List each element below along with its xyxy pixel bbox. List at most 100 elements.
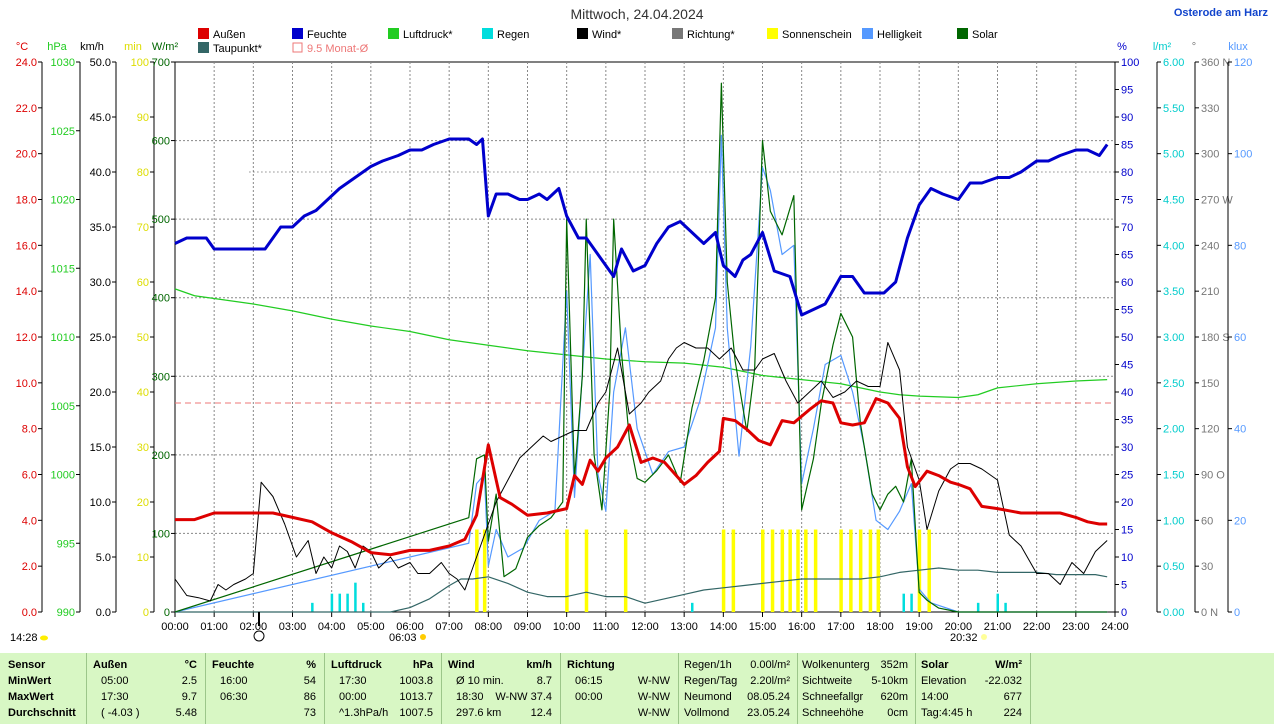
- table-separator: [86, 653, 87, 724]
- table-cell-time: Ø 10 min.: [456, 675, 504, 687]
- legend-label: Richtung*: [687, 29, 735, 41]
- axis-tick-label-pct: 85: [1121, 140, 1133, 152]
- table-cell-value: 1013.7: [399, 691, 433, 703]
- legend-label: Regen: [497, 29, 529, 41]
- table-header: Außen: [93, 659, 128, 671]
- legend-label: Wind*: [592, 29, 622, 41]
- axis-tick-label-kmh: 50.0: [90, 57, 111, 69]
- axis-tick-label-temp: 2.0: [22, 561, 37, 573]
- series-aussen: [175, 397, 1108, 557]
- x-tick-label: 13:00: [670, 621, 698, 633]
- axis-tick-label-temp: 24.0: [16, 57, 37, 69]
- table-misc-value: 08.05.24: [747, 691, 790, 703]
- legend-swatch: [292, 42, 303, 53]
- axis-tick-label-deg: 210: [1201, 286, 1219, 298]
- axis-unit-deg: °: [1192, 41, 1196, 53]
- axis-tick-label-pct: 60: [1121, 277, 1133, 289]
- series-feuchte: [174, 137, 1109, 317]
- table-header: Richtung: [567, 659, 615, 671]
- axis-tick-label-kmh: 10.0: [90, 497, 111, 509]
- table-misc-value: 2.20l/m²: [750, 675, 790, 687]
- x-tick-label: 17:00: [827, 621, 855, 633]
- axis-tick-label-deg: 330: [1201, 103, 1219, 115]
- table-cell-value: 677: [1003, 691, 1022, 703]
- table-misc2-value: 0cm: [887, 707, 908, 719]
- table-misc-label: Regen/1h: [684, 659, 732, 671]
- axis-tick-label-hpa: 990: [57, 607, 75, 619]
- table-header: Wind: [448, 659, 475, 671]
- axis-unit-lm2: l/m²: [1153, 41, 1172, 53]
- rain-bar: [902, 593, 905, 612]
- table-cell-value: 2.5: [181, 675, 197, 687]
- legend-label: Feuchte: [307, 29, 347, 41]
- axis-tick-label-wm2: 200: [152, 450, 170, 462]
- x-tick-label: 01:00: [200, 621, 228, 633]
- table-separator: [915, 653, 916, 724]
- x-tick-label: 02:00: [240, 621, 268, 633]
- sunshine-bar: [927, 529, 931, 612]
- table-misc2-label: Schneehöhe: [802, 707, 864, 719]
- table-misc-label: Regen/Tag: [684, 675, 738, 687]
- table-misc2-label: Sichtweite: [802, 675, 853, 687]
- axis-tick-label-lm2: 5.50: [1163, 103, 1184, 115]
- x-tick-label: 24:00: [1101, 621, 1129, 633]
- sunshine-bar: [721, 529, 726, 612]
- table-cell-value: 8.7: [536, 675, 552, 687]
- table-cell-time: 17:30: [101, 691, 129, 703]
- legend-label: Luftdruck*: [403, 29, 453, 41]
- chart-title: Mittwoch, 24.04.2024: [570, 6, 703, 22]
- sunset-label: 20:32: [950, 632, 978, 644]
- table-cell-value: W-NW: [637, 675, 670, 687]
- table-misc-value: 0.00l/m²: [750, 659, 790, 671]
- rain-bar: [311, 602, 314, 612]
- axis-tick-label-min: 20: [137, 497, 149, 509]
- sunset-icon: [981, 634, 987, 640]
- sunshine-bar: [770, 529, 775, 612]
- x-tick-label: 14:00: [710, 621, 738, 633]
- axis-tick-label-pct: 35: [1121, 415, 1133, 427]
- sunshine-bar: [849, 529, 853, 612]
- axis-tick-label-temp: 10.0: [16, 378, 37, 390]
- sunshine-bar: [788, 529, 792, 612]
- table-cell-value: 9.7: [181, 691, 197, 703]
- table-misc-label: Neumond: [684, 691, 732, 703]
- axis-tick-label-hpa: 1010: [51, 332, 75, 344]
- sunshine-bar: [475, 529, 479, 612]
- legend-label: Sonnenschein: [782, 29, 852, 41]
- axis-tick-label-wm2: 300: [152, 371, 170, 383]
- table-separator: [797, 653, 798, 724]
- rain-bar: [362, 602, 365, 612]
- table-header: Luftdruck: [331, 659, 382, 671]
- table-misc2-value: 5-10km: [871, 675, 908, 687]
- table-header: Solar: [921, 659, 949, 671]
- table-cell-time: 00:00: [575, 691, 603, 703]
- axis-tick-label-pct: 95: [1121, 85, 1133, 97]
- axis-tick-label-min: 60: [137, 277, 149, 289]
- axis-tick-label-deg: 360 N: [1201, 57, 1230, 69]
- axis-tick-label-wm2: 600: [152, 136, 170, 148]
- legend-swatch: [292, 28, 303, 39]
- axis-tick-label-hpa: 1020: [51, 195, 75, 207]
- sunshine-bar: [876, 529, 881, 612]
- table-cell-time: 18:30: [456, 691, 484, 703]
- axis-tick-label-lm2: 2.00: [1163, 424, 1184, 436]
- axis-tick-label-pct: 20: [1121, 497, 1133, 509]
- x-tick-label: 21:00: [984, 621, 1012, 633]
- axis-tick-label-pct: 100: [1121, 57, 1139, 69]
- table-cell-time: 17:30: [339, 675, 367, 687]
- rain-bar: [338, 593, 341, 612]
- axis-tick-label-lm2: 0.00: [1163, 607, 1184, 619]
- axis-tick-label-pct: 90: [1121, 112, 1133, 124]
- axis-tick-label-klux: 40: [1234, 424, 1246, 436]
- table-misc2-label: Schneefallgr: [802, 691, 864, 703]
- sunshine-bar: [804, 529, 808, 612]
- table-cell-value: 5.48: [175, 707, 197, 719]
- table-row-label: MaxWert: [8, 691, 54, 703]
- table-cell-time: ( -4.03 ): [101, 707, 140, 719]
- table-unit: hPa: [412, 659, 433, 671]
- table-separator: [324, 653, 325, 724]
- axis-tick-label-pct: 40: [1121, 387, 1133, 399]
- table-cell-value: W-NW 37.4: [495, 691, 552, 703]
- axis-tick-label-pct: 30: [1121, 442, 1133, 454]
- table-cell-time: Elevation: [921, 675, 967, 687]
